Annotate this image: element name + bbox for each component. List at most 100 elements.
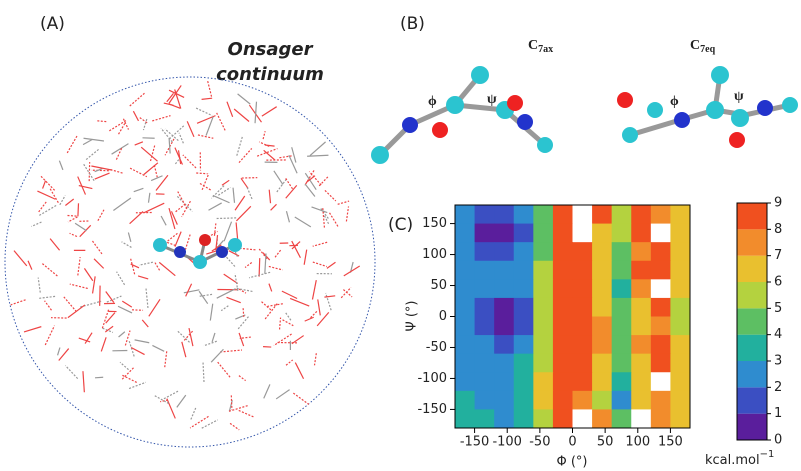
energy-cell [572, 205, 593, 225]
water-bond [285, 359, 294, 366]
energy-cell [572, 390, 593, 410]
colorbar-band [737, 255, 767, 282]
torsion-label: ϕ [670, 94, 679, 109]
energy-cell [631, 409, 652, 429]
energy-cell [611, 205, 632, 225]
water-bond [213, 223, 217, 236]
colorbar-tick-label: 6 [774, 275, 782, 290]
water-bond [102, 327, 114, 333]
water-bond [262, 131, 266, 140]
water-bond [275, 178, 287, 193]
torsion-label: ϕ [428, 94, 437, 109]
water-bond [236, 316, 249, 331]
water-bond [278, 317, 282, 330]
colorbar-tick-label: 4 [774, 327, 782, 342]
water-bond [38, 200, 48, 213]
water-bond [268, 283, 273, 292]
water-bond [166, 93, 174, 103]
x-tick-label: -100 [492, 435, 522, 450]
water-bond [244, 262, 253, 268]
water-bond [128, 381, 147, 390]
water-bond [67, 304, 86, 319]
water-bond [74, 222, 87, 232]
energy-cell [611, 297, 632, 317]
energy-cell [592, 372, 613, 392]
water-bond [115, 148, 123, 162]
energy-cell [611, 242, 632, 262]
energy-cell [670, 242, 691, 262]
energy-cell [670, 260, 691, 280]
energy-cell [611, 335, 632, 355]
water-bond [237, 93, 251, 105]
water-bond [317, 299, 321, 316]
water-bond [77, 203, 80, 217]
water-bond [201, 230, 218, 242]
water-bond [69, 283, 88, 290]
water-bond [285, 211, 291, 223]
water-bond [313, 353, 317, 366]
energy-cell [455, 279, 476, 299]
energy-cell [572, 372, 593, 392]
energy-cell [552, 223, 573, 243]
water-bond [304, 316, 314, 322]
water-bond [178, 132, 184, 144]
energy-cell [455, 205, 476, 225]
water-bond [121, 300, 133, 308]
colorbar-tick-label: 2 [774, 380, 782, 395]
water-bond [198, 290, 209, 305]
water-bond [139, 116, 148, 124]
water-bond [220, 305, 229, 312]
energy-cell [572, 223, 593, 243]
water-bond [217, 186, 231, 196]
energy-cell [533, 353, 554, 373]
energy-cell [474, 409, 495, 429]
water-bond [289, 297, 310, 307]
water-bond [235, 222, 239, 242]
water-bond [162, 390, 179, 401]
water-bond [212, 194, 230, 204]
water-bond [41, 263, 58, 277]
water-bond [37, 277, 41, 293]
colorbar-band [737, 361, 767, 388]
energy-cell [611, 223, 632, 243]
water-bond [323, 215, 330, 225]
water-bond [234, 273, 239, 291]
panel-label: (B) [400, 14, 425, 34]
x-tick-label: 0 [568, 435, 576, 450]
water-bond [93, 258, 105, 269]
energy-cell [650, 223, 671, 243]
energy-cell [670, 279, 691, 299]
water-bond [79, 224, 92, 238]
water-bond [69, 232, 78, 238]
water-bond [158, 261, 176, 277]
energy-cell [455, 353, 476, 373]
water-bond [23, 326, 42, 333]
water-bond [215, 235, 219, 251]
water-bond [221, 179, 230, 186]
title-main: C [528, 38, 538, 53]
colorbar-tick-label: 0 [774, 433, 782, 448]
energy-cell [494, 409, 515, 429]
water-bond [312, 241, 328, 247]
water-bond [291, 241, 301, 250]
energy-cell [552, 205, 573, 225]
water-bond [270, 203, 277, 211]
water-bond [281, 290, 298, 300]
water-bond [263, 149, 276, 161]
water-bond [201, 419, 218, 429]
water-bond [164, 240, 176, 247]
water-bond [184, 234, 191, 250]
energy-cell [494, 260, 515, 280]
water-bond [234, 195, 246, 211]
water-bond [42, 180, 47, 189]
water-bond [320, 208, 330, 220]
energy-cell [670, 205, 691, 225]
energy-cell [650, 279, 671, 299]
panel-label: (A) [40, 14, 65, 34]
energy-cell [513, 205, 534, 225]
solute-molecule [153, 234, 242, 269]
energy-cell [631, 316, 652, 336]
water-bond [148, 298, 161, 317]
title-sub: 7eq [700, 44, 715, 55]
y-axis-label: Ψ (°) [405, 300, 420, 331]
